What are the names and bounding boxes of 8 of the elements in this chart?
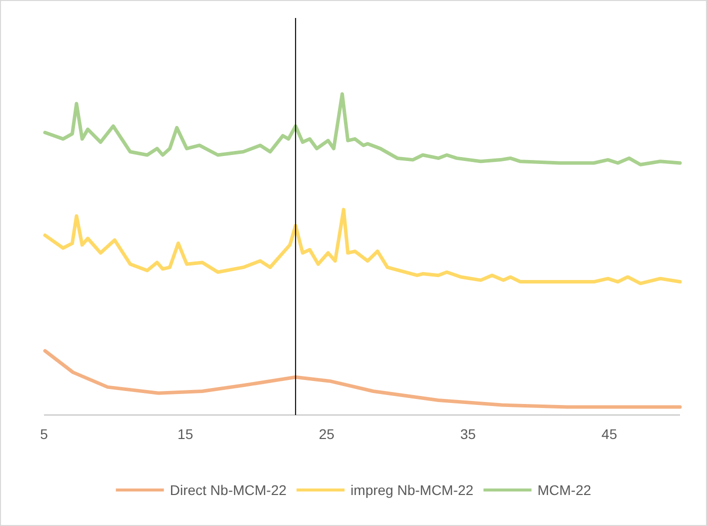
x-tick-label: 5 [40,426,48,442]
legend-label: impreg Nb-MCM-22 [350,482,474,498]
x-tick-label: 15 [178,426,194,442]
x-tick-label: 45 [602,426,618,442]
legend-label: Direct Nb-MCM-22 [170,482,287,498]
legend-label: MCM-22 [537,482,592,498]
x-tick-label: 35 [460,426,476,442]
x-tick-label: 25 [318,426,335,442]
